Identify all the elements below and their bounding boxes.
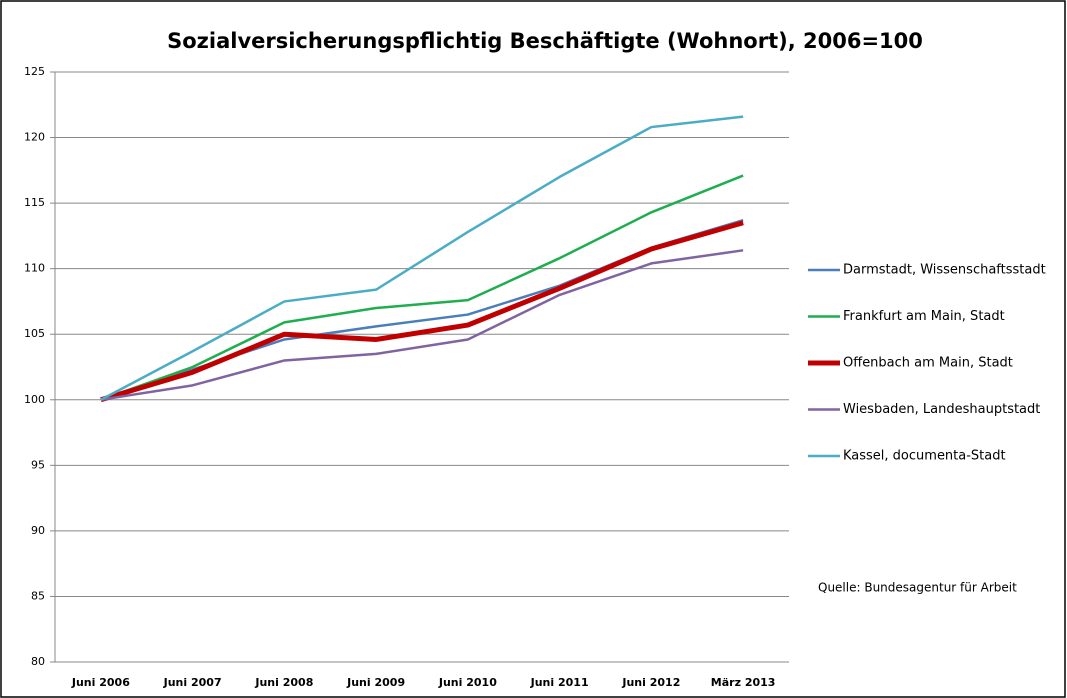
x-tick-label: Juni 2011: [530, 676, 589, 689]
y-tick-label: 125: [24, 65, 45, 78]
series-line: [100, 220, 744, 403]
x-tick-label: Juni 2008: [254, 676, 313, 689]
x-tick-label: Juni 2012: [621, 676, 680, 689]
y-tick-label: 115: [24, 196, 45, 209]
source-note: Quelle: Bundesagentur für Arbeit: [818, 581, 1017, 595]
legend-label: Offenbach am Main, Stadt: [843, 356, 1013, 371]
legend-label: Darmstadt, Wissenschaftsstadt: [843, 263, 1046, 278]
y-tick-label: 95: [31, 458, 45, 471]
x-tick-label: Juni 2006: [71, 676, 130, 689]
y-tick-label: 100: [24, 393, 45, 406]
legend-label: Kassel, documenta-Stadt: [843, 449, 1006, 464]
y-tick-label: 90: [31, 524, 45, 537]
x-tick-label: Juni 2009: [346, 676, 405, 689]
legend-label: Wiesbaden, Landeshauptstadt: [843, 402, 1040, 417]
legend-label: Frankfurt am Main, Stadt: [843, 309, 1005, 324]
y-tick-label: 120: [24, 131, 45, 144]
y-tick-label: 105: [24, 327, 45, 340]
chart-title: Sozialversicherungspflichtig Beschäftigt…: [167, 29, 923, 53]
series-line: [100, 115, 744, 401]
y-tick-label: 80: [31, 655, 45, 668]
series-line: [100, 249, 744, 402]
y-tick-label: 110: [24, 262, 45, 275]
y-tick-label: 85: [31, 589, 45, 602]
x-tick-label: Juni 2010: [438, 676, 497, 689]
x-tick-label: März 2013: [711, 676, 776, 689]
series-line: [100, 174, 744, 401]
x-tick-label: Juni 2007: [163, 676, 222, 689]
